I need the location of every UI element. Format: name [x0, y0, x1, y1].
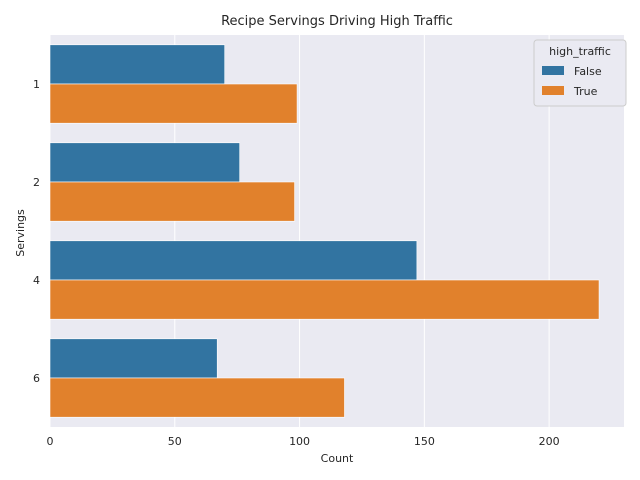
bar-true-6: [49, 377, 345, 418]
legend-swatch-false: [542, 66, 564, 75]
x-tick-label: 100: [289, 435, 310, 448]
bar-true-2: [49, 181, 295, 222]
x-axis-ticks: 0 50 100 150 200: [47, 435, 560, 448]
bar-true-4: [49, 279, 600, 320]
legend-title: high_traffic: [549, 45, 611, 58]
bar-false-2: [49, 142, 240, 183]
x-tick-label: 0: [47, 435, 54, 448]
y-tick-label: 6: [33, 372, 40, 385]
x-tick-label: 50: [168, 435, 182, 448]
legend-swatch-true: [542, 86, 564, 95]
legend-label-false: False: [574, 65, 602, 78]
legend-label-true: True: [573, 85, 598, 98]
bar-false-1: [49, 44, 225, 85]
bars: [49, 44, 600, 418]
bar-false-6: [49, 338, 218, 379]
bar-true-1: [49, 83, 298, 124]
bar-false-4: [49, 240, 418, 281]
y-tick-label: 2: [33, 176, 40, 189]
x-tick-label: 150: [414, 435, 435, 448]
x-tick-label: 200: [539, 435, 560, 448]
y-tick-label: 1: [33, 78, 40, 91]
legend: high_traffic False True: [533, 39, 627, 107]
y-axis-label: Servings: [14, 209, 27, 257]
chart-title: Recipe Servings Driving High Traffic: [221, 14, 453, 29]
y-tick-label: 4: [33, 274, 40, 287]
y-axis-ticks: 1 2 4 6: [33, 78, 40, 385]
x-axis-label: Count: [321, 452, 354, 465]
